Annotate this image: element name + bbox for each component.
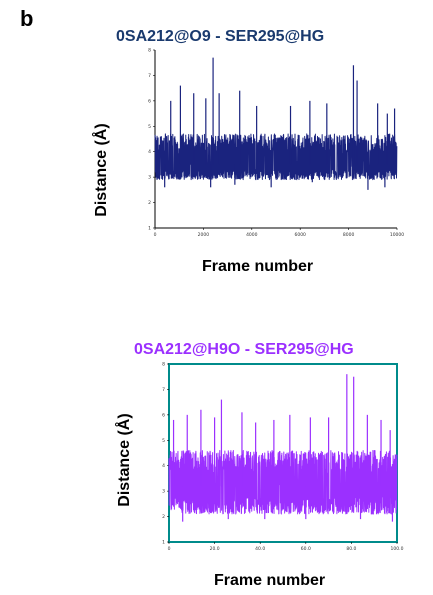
plot-frame — [168, 363, 398, 543]
series-line — [154, 133, 398, 181]
y-tick-label: 5 — [148, 124, 151, 130]
y-axis-label-top: Distance (Å) — [93, 123, 110, 217]
x-tick-label: 80.0 — [346, 546, 356, 552]
y-tick-label: 4 — [162, 463, 165, 469]
x-tick-label: 4000 — [246, 232, 258, 238]
panel-label: b — [20, 6, 34, 31]
y-tick-label: 8 — [148, 48, 151, 54]
x-tick-label: 10000 — [390, 232, 404, 238]
x-tick-label: 60.0 — [301, 546, 311, 552]
y-tick-label: 1 — [162, 540, 165, 546]
y-tick-label: 8 — [162, 362, 165, 368]
x-tick-label: 8000 — [343, 232, 355, 238]
x-tick-label: 100.0 — [391, 546, 404, 552]
x-tick-label: 40.0 — [255, 546, 265, 552]
y-tick-label: 7 — [162, 387, 165, 393]
plot-area-bottom: 1 2 3 4 5 6 7 8 0 20.0 40.0 60.0 80.0 100.0 — [162, 362, 404, 553]
y-tick-label: 4 — [148, 149, 151, 155]
series-line — [168, 449, 398, 515]
x-axis-label-top: Frame number — [202, 258, 314, 275]
x-tick-label: 0 — [168, 546, 171, 552]
y-axis-label-bottom: Distance (Å) — [116, 413, 133, 507]
x-tick-label: 20.0 — [210, 546, 220, 552]
x-tick-label: 6000 — [294, 232, 306, 238]
y-tick-label: 3 — [162, 489, 165, 495]
y-tick-label: 6 — [148, 98, 151, 104]
y-tick-label: 6 — [162, 412, 165, 418]
y-tick-label: 2 — [148, 200, 151, 206]
y-tick-label: 7 — [148, 73, 151, 79]
y-tick-label: 1 — [148, 226, 151, 232]
y-tick-label: 5 — [162, 438, 165, 444]
chart-title-bottom: 0SA212@H9O - SER295@HG — [134, 341, 354, 358]
y-tick-label: 3 — [148, 175, 151, 181]
x-axis-label-bottom: Frame number — [214, 572, 326, 589]
y-tick-label: 2 — [162, 514, 165, 520]
x-tick-label: 0 — [154, 232, 157, 238]
plot-area-top: 1 2 3 4 5 6 7 8 0 2000 4000 6000 8000 10000 — [148, 48, 404, 239]
chart-title-top: 0SA212@O9 - SER295@HG — [116, 28, 325, 45]
x-tick-label: 2000 — [198, 232, 210, 238]
